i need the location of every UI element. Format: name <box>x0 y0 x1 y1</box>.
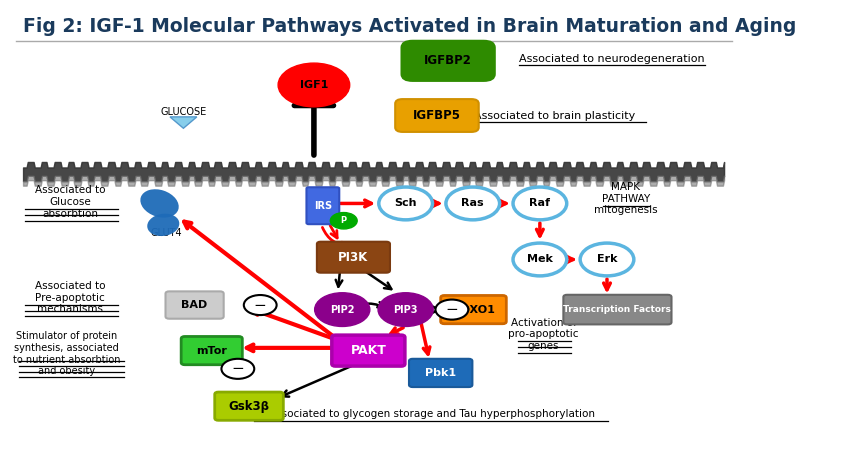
Text: Associated to glycogen storage and Tau hyperphosphorylation: Associated to glycogen storage and Tau h… <box>269 409 595 420</box>
Text: −: − <box>445 302 458 317</box>
FancyBboxPatch shape <box>166 292 224 319</box>
Text: Associated to brain plasticity: Associated to brain plasticity <box>474 111 635 121</box>
Text: P: P <box>340 216 347 225</box>
FancyBboxPatch shape <box>409 359 472 387</box>
Text: Associated to neurodegeneration: Associated to neurodegeneration <box>519 54 705 64</box>
Text: BAD: BAD <box>181 300 207 310</box>
Text: GLUT4: GLUT4 <box>150 228 182 238</box>
Text: IRS: IRS <box>314 201 332 211</box>
Text: −: − <box>232 361 244 376</box>
Text: Sch: Sch <box>394 198 417 208</box>
Circle shape <box>244 295 277 315</box>
Text: PI3K: PI3K <box>339 251 369 264</box>
Text: Stimulator of protein
synthesis, associated
to nutrient absorbtion
and obesity: Stimulator of protein synthesis, associa… <box>12 331 120 376</box>
Ellipse shape <box>141 189 179 218</box>
Text: Fig 2: IGF-1 Molecular Pathways Activated in Brain Maturation and Aging: Fig 2: IGF-1 Molecular Pathways Activate… <box>23 16 797 36</box>
Text: Activation of
pro-apoptotic
genes: Activation of pro-apoptotic genes <box>509 318 579 351</box>
Circle shape <box>446 187 500 220</box>
Text: mTor: mTor <box>196 345 227 356</box>
Text: Mek: Mek <box>527 255 553 265</box>
Text: Associated to
Pre-apoptotic
mechanisms: Associated to Pre-apoptotic mechanisms <box>35 281 105 314</box>
FancyBboxPatch shape <box>181 336 242 365</box>
Circle shape <box>221 359 254 379</box>
FancyBboxPatch shape <box>563 295 672 324</box>
Circle shape <box>315 293 370 326</box>
Text: Raf: Raf <box>529 198 550 208</box>
Text: FOXO1: FOXO1 <box>452 305 495 314</box>
Text: PIP3: PIP3 <box>393 305 418 314</box>
Circle shape <box>436 300 468 319</box>
Text: Pbk1: Pbk1 <box>425 368 457 378</box>
Text: IGFBP5: IGFBP5 <box>413 109 461 122</box>
Circle shape <box>378 293 433 326</box>
Text: IGFBP2: IGFBP2 <box>424 54 472 67</box>
Text: MAPK
PATHWAY
mitogenesis: MAPK PATHWAY mitogenesis <box>594 182 657 216</box>
Text: Associated to
Glucose
absorbtion: Associated to Glucose absorbtion <box>35 186 105 219</box>
Text: PAKT: PAKT <box>351 344 386 357</box>
Text: Transcription Factors: Transcription Factors <box>563 305 671 314</box>
FancyBboxPatch shape <box>402 41 495 81</box>
Text: Gsk3β: Gsk3β <box>228 400 270 413</box>
FancyBboxPatch shape <box>332 335 404 366</box>
Circle shape <box>378 187 432 220</box>
FancyBboxPatch shape <box>214 392 283 420</box>
Circle shape <box>580 243 634 276</box>
FancyBboxPatch shape <box>395 99 479 132</box>
Text: Erk: Erk <box>596 255 617 265</box>
Circle shape <box>513 187 567 220</box>
Text: −: − <box>253 298 266 313</box>
FancyBboxPatch shape <box>317 242 390 273</box>
Text: Ras: Ras <box>462 198 484 208</box>
Polygon shape <box>170 117 197 128</box>
Text: PIP2: PIP2 <box>330 305 354 314</box>
Circle shape <box>513 243 567 276</box>
Ellipse shape <box>148 214 180 236</box>
Circle shape <box>331 213 357 229</box>
FancyBboxPatch shape <box>306 187 339 224</box>
Text: IGF1: IGF1 <box>299 80 328 90</box>
Circle shape <box>278 63 350 107</box>
Text: GLUCOSE: GLUCOSE <box>161 107 207 117</box>
FancyBboxPatch shape <box>441 296 506 324</box>
